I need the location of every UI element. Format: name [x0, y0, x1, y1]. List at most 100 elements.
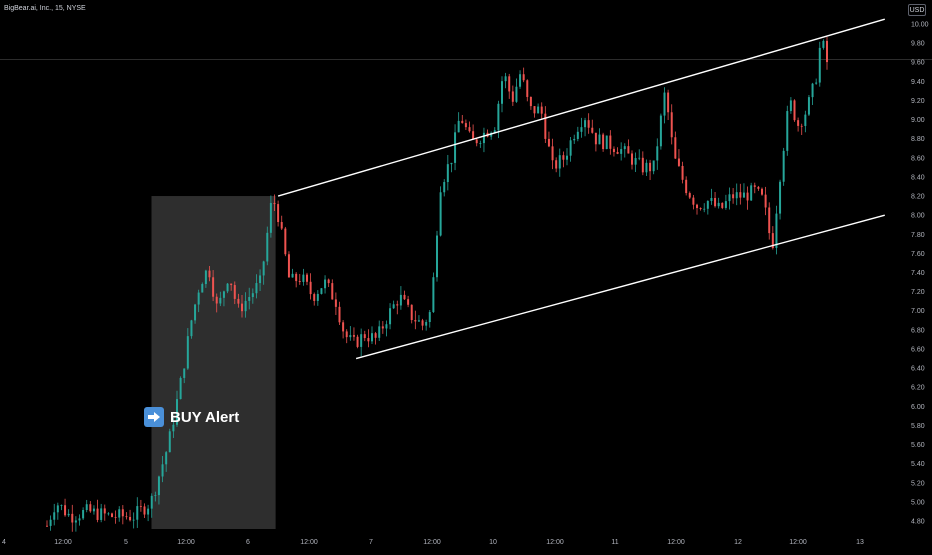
candle-body	[277, 204, 280, 223]
candle-body	[114, 516, 117, 518]
y-tick-label: 7.80	[911, 232, 925, 239]
candle-body	[334, 299, 337, 307]
y-tick-label: 6.00	[911, 404, 925, 411]
candle-body	[363, 334, 366, 339]
candle-body	[201, 284, 204, 293]
candle-body	[96, 508, 99, 520]
candle-body	[620, 149, 623, 154]
candle-body	[793, 100, 796, 121]
candle-body	[82, 510, 85, 519]
candle-body	[663, 92, 666, 116]
candle-body	[714, 198, 717, 207]
candle-body	[194, 304, 197, 321]
candle-body	[724, 201, 727, 208]
candle-body	[49, 519, 52, 526]
candle-body	[64, 505, 67, 516]
candle-body	[172, 424, 175, 432]
y-tick-label: 5.80	[911, 423, 925, 430]
candle-body	[815, 82, 818, 84]
candle-body	[782, 150, 785, 182]
candle-body	[356, 336, 359, 347]
candle-body	[522, 74, 525, 81]
candle-body	[103, 508, 106, 514]
candle-body	[616, 151, 619, 154]
candle-body	[569, 140, 572, 156]
candle-body	[259, 275, 262, 284]
candle-body	[674, 137, 677, 159]
candle-body	[251, 293, 254, 298]
candle-body	[818, 47, 821, 83]
candle-body	[573, 138, 576, 141]
candle-body	[612, 148, 615, 152]
candle-body	[316, 293, 319, 301]
candle-body	[222, 291, 225, 298]
candle-body	[457, 120, 460, 133]
candle-body	[421, 320, 424, 326]
candle-body	[197, 292, 200, 305]
candle-body	[439, 192, 442, 236]
y-tick-label: 7.60	[911, 251, 925, 258]
candle-body	[659, 115, 662, 147]
candle-body	[797, 120, 800, 126]
x-tick-label: 13	[856, 539, 864, 546]
candle-body	[551, 146, 554, 161]
candle-body	[132, 519, 135, 521]
candle-body	[779, 181, 782, 214]
candle-body	[367, 338, 370, 342]
candle-body	[381, 326, 384, 329]
candle-body	[822, 40, 825, 48]
candle-body	[692, 197, 695, 205]
symbol-title: BigBear.ai, Inc., 15, NYSE	[4, 5, 86, 12]
candle-body	[768, 207, 771, 234]
x-tick-label: 12:00	[667, 539, 685, 546]
candle-body	[454, 132, 457, 163]
x-tick-label: 10	[489, 539, 497, 546]
candle-body	[273, 202, 276, 205]
x-tick-label: 12:00	[789, 539, 807, 546]
y-tick-label: 7.40	[911, 270, 925, 277]
candle-body	[461, 120, 464, 124]
candle-body	[652, 160, 655, 172]
x-tick-label: 4	[2, 539, 6, 546]
candle-body	[446, 164, 449, 183]
candle-body	[287, 254, 290, 278]
candle-body	[392, 304, 395, 309]
candle-body	[212, 277, 215, 297]
candle-body	[255, 283, 258, 294]
candle-body	[125, 516, 128, 518]
candle-body	[233, 285, 236, 299]
candle-body	[670, 112, 673, 138]
candle-body	[139, 506, 142, 507]
y-tick-label: 6.20	[911, 385, 925, 392]
candle-body	[208, 270, 211, 278]
candle-body	[432, 277, 435, 313]
candle-body	[656, 146, 659, 161]
candle-body	[641, 157, 644, 173]
candle-body	[558, 155, 561, 169]
candle-body	[67, 513, 70, 516]
candle-body	[360, 334, 363, 347]
candle-body	[721, 202, 724, 208]
candle-body	[555, 160, 558, 169]
candle-body	[176, 399, 178, 425]
candle-body	[739, 192, 742, 198]
y-tick-label: 7.00	[911, 308, 925, 315]
candle-body	[154, 495, 157, 496]
buy-alert: BUY Alert	[144, 405, 239, 429]
candle-body	[371, 333, 373, 342]
candle-body	[533, 106, 536, 114]
candle-body	[147, 508, 150, 515]
candle-body	[497, 103, 500, 131]
candle-body	[757, 186, 760, 189]
right-arrow-icon	[144, 407, 164, 427]
candle-body	[129, 516, 132, 521]
candle-body	[501, 81, 503, 104]
candle-body	[298, 281, 301, 282]
candle-body	[508, 76, 511, 92]
candle-body	[168, 431, 171, 453]
currency-button[interactable]: USD	[908, 4, 926, 16]
candle-body	[306, 274, 308, 282]
candle-body	[605, 135, 608, 150]
